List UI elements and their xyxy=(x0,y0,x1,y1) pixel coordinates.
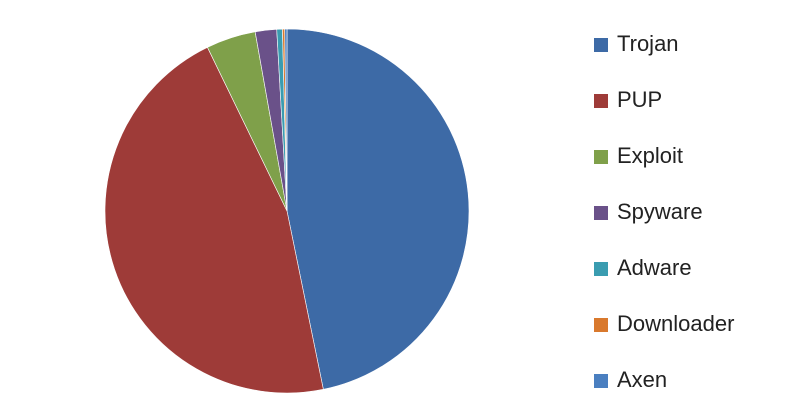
legend-label: Exploit xyxy=(617,143,683,168)
legend-swatch xyxy=(594,206,608,220)
pie-slice xyxy=(104,46,324,394)
legend-swatch xyxy=(594,318,608,332)
legend-label: Trojan xyxy=(617,31,679,56)
legend-label: Axen xyxy=(617,367,667,392)
legend-label: PUP xyxy=(617,87,662,112)
legend-swatch xyxy=(594,94,608,108)
legend-label: Downloader xyxy=(617,311,734,336)
legend-swatch xyxy=(594,38,608,52)
legend-swatch xyxy=(594,374,608,388)
pie-slice xyxy=(284,28,288,212)
legend-label: Adware xyxy=(617,255,692,280)
legend-swatch xyxy=(594,262,608,276)
legend-label: Spyware xyxy=(617,199,703,224)
legend-swatch xyxy=(594,150,608,164)
pie-slice xyxy=(286,28,470,390)
